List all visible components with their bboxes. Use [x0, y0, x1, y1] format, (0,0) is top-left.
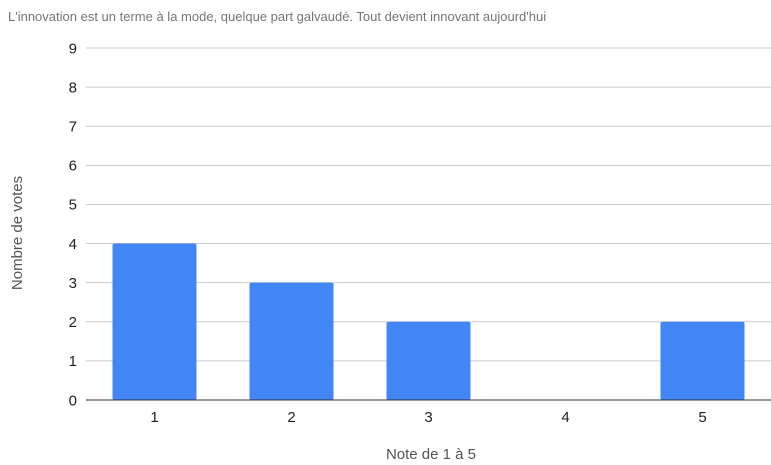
chart-title: L'innovation est un terme à la mode, que… — [8, 9, 547, 24]
bar-2[interactable] — [249, 282, 334, 400]
y-tick-label: 8 — [69, 79, 77, 96]
y-tick-label: 7 — [69, 118, 77, 135]
x-tick-label: 1 — [150, 409, 158, 426]
y-tick-labels: 0 1 2 3 4 5 6 7 8 9 — [69, 40, 77, 409]
y-tick-label: 5 — [69, 197, 77, 214]
bar-5[interactable] — [660, 321, 745, 400]
y-tick-label: 0 — [69, 392, 77, 409]
x-tick-label: 3 — [424, 409, 432, 426]
bars — [112, 243, 745, 400]
y-axis-title: Nombre de votes — [9, 176, 26, 290]
y-tick-label: 2 — [69, 314, 77, 331]
y-tick-label: 3 — [69, 275, 77, 292]
bar-3[interactable] — [386, 321, 471, 400]
x-tick-label: 4 — [561, 409, 569, 426]
x-tick-label: 5 — [698, 409, 706, 426]
x-axis-title: Note de 1 à 5 — [386, 446, 476, 463]
y-tick-label: 6 — [69, 158, 77, 175]
x-tick-label: 2 — [287, 409, 295, 426]
y-tick-label: 1 — [69, 353, 77, 370]
bar-1[interactable] — [112, 243, 197, 400]
y-tick-label: 9 — [69, 40, 77, 57]
y-tick-label: 4 — [69, 236, 77, 253]
x-tick-labels: 1 2 3 4 5 — [150, 409, 706, 426]
